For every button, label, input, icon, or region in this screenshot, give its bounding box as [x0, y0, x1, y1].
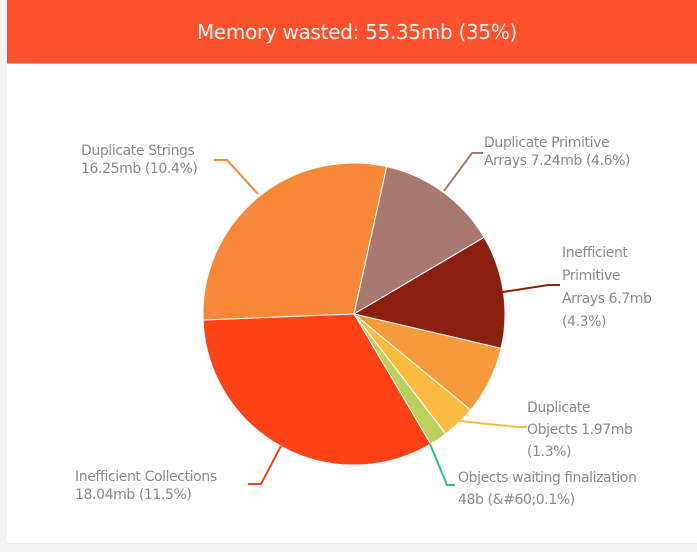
- slice-duplicate-primitive-arrays[interactable]: [353, 166, 485, 316]
- label-inefficient-primitive-arrays: Inefficient Primitive Arrays 6.7mb (4.3%…: [562, 242, 652, 334]
- leader-inefficient-collections: [248, 445, 282, 485]
- label-line: Duplicate Strings: [81, 143, 195, 159]
- card-header: Memory wasted: 55.35mb (35%): [7, 0, 697, 64]
- label-line: 18.04mb (11.5%): [75, 487, 192, 503]
- label-line: Duplicate Primitive: [484, 135, 610, 151]
- memory-wasted-card: Memory wasted: 55.35mb (35%) Duplicate S…: [7, 0, 697, 544]
- label-objects-waiting-finalization: Objects waiting finalization 48b (&#60;0…: [458, 467, 637, 511]
- leader-duplicate-strings: [214, 159, 259, 195]
- label-line: Objects waiting finalization: [458, 470, 637, 486]
- label-duplicate-objects: Duplicate Objects 1.97mb (1.3%): [527, 397, 633, 463]
- label-duplicate-primitive-arrays: Duplicate Primitive Arrays 7.24mb (4.6%): [484, 134, 630, 170]
- label-duplicate-strings: Duplicate Strings 16.25mb (10.4%): [81, 142, 198, 178]
- label-line: Arrays 6.7mb: [562, 291, 652, 307]
- slice-duplicate-strings[interactable]: [202, 162, 388, 321]
- header-title: Memory wasted: 55.35mb (35%): [196, 19, 518, 44]
- label-inefficient-collections: Inefficient Collections 18.04mb (11.5%): [75, 468, 217, 504]
- label-line: Inefficient Collections: [75, 469, 217, 485]
- leader-inefficient-primitive-arrays: [502, 284, 560, 293]
- label-line: (1.3%): [527, 444, 572, 460]
- leader-duplicate-primitive-arrays: [443, 152, 483, 192]
- label-line: 16.25mb (10.4%): [81, 161, 198, 177]
- leader-duplicate-objects: [458, 420, 527, 428]
- label-line: Primitive: [562, 268, 621, 284]
- label-line: Arrays 7.24mb (4.6%): [484, 153, 631, 169]
- leader-objects-waiting-finalization: [429, 443, 455, 486]
- label-line: (4.3%): [562, 314, 607, 330]
- pie-chart: [202, 152, 560, 486]
- label-line: Inefficient: [562, 245, 628, 261]
- label-line: Duplicate: [527, 400, 591, 416]
- label-line: 48b (&#60;0.1%): [458, 492, 575, 508]
- label-line: Objects 1.97mb: [527, 422, 633, 438]
